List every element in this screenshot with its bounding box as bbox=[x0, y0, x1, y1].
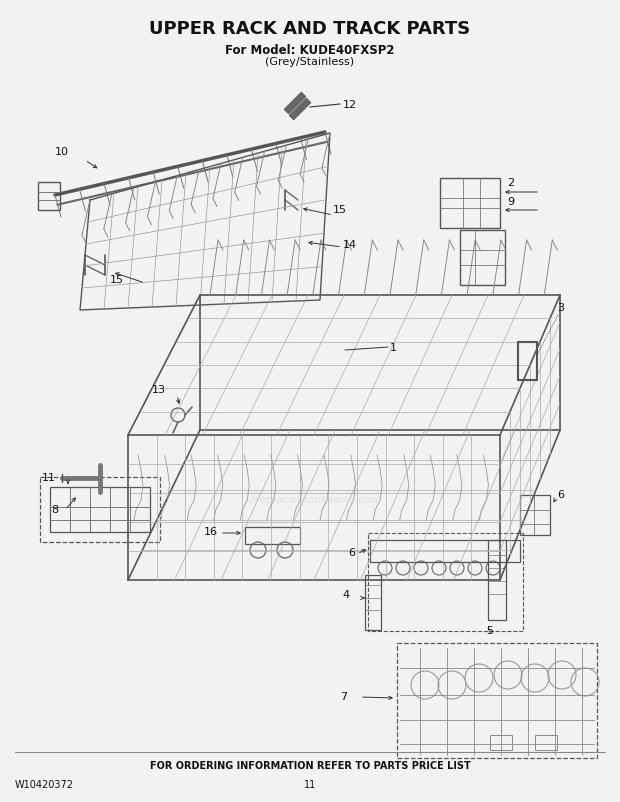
Text: UPPER RACK AND TRACK PARTS: UPPER RACK AND TRACK PARTS bbox=[149, 20, 471, 38]
Text: 6: 6 bbox=[557, 490, 564, 500]
Bar bbox=[245, 527, 300, 544]
Text: 8: 8 bbox=[51, 505, 58, 515]
Bar bbox=[397, 643, 597, 758]
Text: 14: 14 bbox=[343, 240, 357, 250]
Bar bbox=[285, 92, 306, 114]
Text: 5: 5 bbox=[487, 626, 494, 636]
Text: ereplacementparts.com: ereplacementparts.com bbox=[248, 495, 382, 505]
Bar bbox=[38, 182, 60, 210]
Text: For Model: KUDE40FXSP2: For Model: KUDE40FXSP2 bbox=[225, 44, 395, 57]
Text: 1: 1 bbox=[390, 343, 397, 353]
Text: 16: 16 bbox=[204, 527, 218, 537]
Bar bbox=[490, 735, 512, 750]
Text: 11: 11 bbox=[42, 473, 56, 483]
Bar bbox=[440, 178, 500, 228]
Text: 12: 12 bbox=[343, 100, 357, 110]
Text: 4: 4 bbox=[343, 590, 350, 600]
Text: FOR ORDERING INFORMATION REFER TO PARTS PRICE LIST: FOR ORDERING INFORMATION REFER TO PARTS … bbox=[149, 761, 471, 771]
Text: 3: 3 bbox=[557, 303, 564, 313]
Text: 15: 15 bbox=[110, 275, 124, 285]
Text: W10420372: W10420372 bbox=[15, 780, 74, 790]
Bar bbox=[488, 540, 506, 620]
Text: 9: 9 bbox=[507, 197, 514, 207]
Text: 7: 7 bbox=[340, 692, 347, 702]
Bar bbox=[365, 575, 381, 630]
Text: 13: 13 bbox=[152, 385, 166, 395]
Bar bbox=[50, 487, 150, 532]
Bar bbox=[290, 99, 311, 119]
Text: 6: 6 bbox=[348, 548, 355, 558]
Bar bbox=[535, 735, 557, 750]
Bar bbox=[368, 533, 523, 631]
Bar bbox=[520, 495, 550, 535]
Text: 10: 10 bbox=[55, 147, 69, 157]
Text: 11: 11 bbox=[304, 780, 316, 790]
Text: 15: 15 bbox=[333, 205, 347, 215]
Text: 2: 2 bbox=[507, 178, 514, 188]
Bar bbox=[370, 540, 520, 562]
Text: (Grey/Stainless): (Grey/Stainless) bbox=[265, 57, 355, 67]
Bar bbox=[40, 477, 160, 542]
Bar bbox=[460, 230, 505, 285]
